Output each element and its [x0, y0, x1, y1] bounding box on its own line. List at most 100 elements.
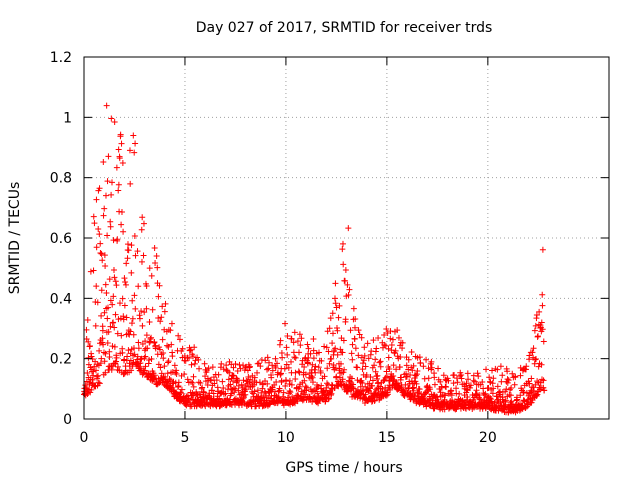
data-point [540, 384, 547, 391]
data-point [423, 356, 430, 363]
data-point [303, 384, 310, 391]
data-point [272, 355, 279, 362]
data-point [387, 386, 394, 393]
data-point [388, 347, 395, 354]
data-point [326, 325, 333, 332]
data-point [208, 377, 215, 384]
data-point [339, 349, 346, 356]
data-point [337, 346, 344, 353]
data-point [362, 391, 369, 398]
data-point [375, 335, 382, 342]
data-point [315, 364, 322, 371]
data-point [465, 376, 472, 383]
data-point [329, 340, 336, 347]
x-tick-label: 10 [277, 430, 295, 446]
data-point [329, 330, 336, 337]
data-point [130, 132, 137, 139]
data-point [296, 349, 303, 356]
data-point [410, 362, 417, 369]
data-point [152, 345, 159, 352]
data-point [129, 315, 136, 322]
data-point [96, 185, 103, 192]
data-point [182, 357, 189, 364]
data-point [463, 386, 470, 393]
data-point [280, 389, 287, 396]
data-point [160, 349, 167, 356]
data-point [467, 382, 474, 389]
data-point [302, 371, 309, 378]
data-point [268, 374, 275, 381]
data-point [244, 367, 251, 374]
data-point [147, 336, 154, 343]
data-point [99, 327, 106, 334]
data-point [377, 363, 384, 370]
data-point [264, 380, 271, 387]
data-point [210, 390, 217, 397]
data-point [231, 389, 238, 396]
data-point [138, 258, 145, 265]
data-point [305, 345, 312, 352]
data-point [113, 354, 120, 361]
data-point [274, 360, 281, 367]
data-point [403, 373, 410, 380]
data-point [337, 360, 344, 367]
data-point [191, 344, 198, 351]
data-point [124, 353, 131, 360]
data-point [176, 336, 183, 343]
data-point [219, 378, 226, 385]
data-point [157, 364, 164, 371]
data-point [111, 274, 118, 281]
data-point [304, 360, 311, 367]
data-point [109, 301, 116, 308]
data-point [106, 353, 113, 360]
data-point [325, 348, 332, 355]
data-point [148, 334, 155, 341]
data-point [269, 367, 276, 374]
data-point [116, 300, 123, 307]
axis-tick-labels: 0 0.2 0.4 0.6 0.8 1 1.2 0 5 10 15 20 [50, 50, 497, 446]
data-point [364, 340, 371, 347]
data-point [326, 360, 333, 367]
data-point [254, 387, 261, 394]
data-point [348, 375, 355, 382]
data-point [95, 226, 102, 233]
data-point [111, 119, 118, 126]
data-point [435, 365, 442, 372]
data-point [290, 339, 297, 346]
data-point [276, 387, 283, 394]
data-point [103, 289, 110, 296]
data-point [372, 368, 379, 375]
data-point [111, 324, 118, 331]
data-point [98, 312, 105, 319]
data-point [528, 375, 535, 382]
data-point [90, 368, 97, 375]
data-point [108, 366, 115, 373]
data-point [334, 351, 341, 358]
data-point [486, 374, 493, 381]
data-point [132, 252, 139, 259]
data-point [130, 331, 137, 338]
data-point [102, 350, 109, 357]
data-point [112, 311, 119, 318]
data-point [148, 272, 155, 279]
data-point [128, 269, 135, 276]
data-point [128, 242, 135, 249]
data-point [197, 380, 204, 387]
data-point [98, 250, 105, 257]
data-point [428, 364, 435, 371]
data-point [494, 383, 501, 390]
data-point [110, 237, 117, 244]
data-point [220, 385, 227, 392]
data-point [517, 372, 524, 379]
data-point [237, 365, 244, 372]
data-point [264, 354, 271, 361]
data-point [140, 252, 147, 259]
data-point [539, 302, 546, 309]
data-point [108, 115, 115, 122]
data-point [251, 388, 258, 395]
data-point [107, 297, 114, 304]
data-point [339, 376, 346, 383]
data-point [361, 344, 368, 351]
data-point [116, 155, 123, 162]
data-point [131, 149, 138, 156]
